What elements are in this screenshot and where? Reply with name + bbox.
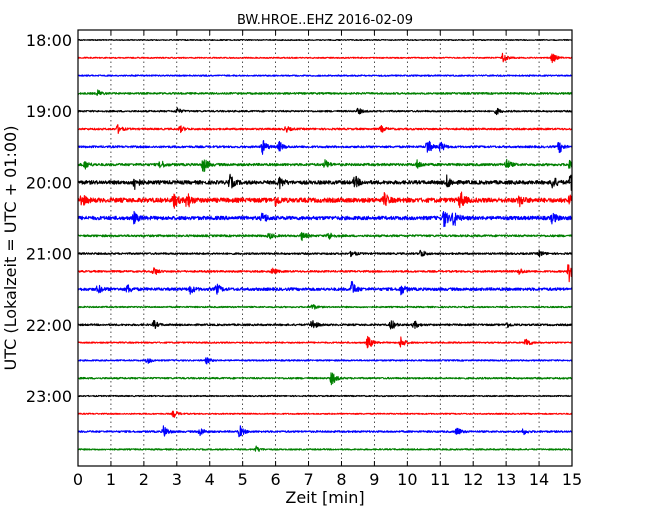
trace-2245 bbox=[77, 372, 573, 386]
trace-2045 bbox=[77, 231, 573, 242]
x-tick-label: 14 bbox=[529, 470, 549, 489]
y-tick-label: 23:00 bbox=[26, 387, 72, 406]
y-tick-label: 18:00 bbox=[26, 31, 72, 50]
x-tick-label: 5 bbox=[238, 470, 248, 489]
plot-frame bbox=[77, 29, 573, 467]
x-tick-label: 10 bbox=[397, 470, 417, 489]
trace-2000 bbox=[77, 173, 573, 191]
trace-1930 bbox=[77, 140, 573, 155]
x-tick-label: 0 bbox=[73, 470, 83, 489]
trace-2200 bbox=[77, 320, 573, 330]
trace-1815 bbox=[77, 52, 573, 64]
trace-2145 bbox=[77, 304, 573, 310]
y-axis-label: UTC (Lokalzeit = UTC + 01:00) bbox=[1, 126, 20, 371]
trace-2330 bbox=[77, 425, 573, 438]
y-tick-label: 19:00 bbox=[26, 102, 72, 121]
y-tick-label: 21:00 bbox=[26, 245, 72, 264]
seismogram-traces bbox=[77, 38, 573, 452]
trace-2130 bbox=[77, 280, 573, 296]
trace-1830 bbox=[77, 74, 573, 77]
y-tick-label: 20:00 bbox=[26, 173, 72, 192]
x-tick-label: 12 bbox=[463, 470, 483, 489]
x-tick-label: 8 bbox=[336, 470, 346, 489]
x-tick-label: 11 bbox=[430, 470, 450, 489]
x-tick-label: 7 bbox=[303, 470, 313, 489]
trace-2230 bbox=[77, 357, 573, 365]
trace-2030 bbox=[77, 210, 573, 228]
trace-1845 bbox=[77, 89, 573, 96]
x-tick-label: 3 bbox=[172, 470, 182, 489]
axis-ticks: 0 1 2 3 4 5 6 7 8 9 10 11 12 13 14 1518:0019:0020:0021:… bbox=[26, 30, 582, 489]
trace-2215 bbox=[77, 335, 573, 349]
trace-1915 bbox=[77, 124, 573, 134]
trace-1900 bbox=[77, 107, 573, 116]
x-axis-label: Zeit [min] bbox=[285, 488, 364, 507]
trace-2315 bbox=[77, 410, 573, 418]
x-tick-label: 2 bbox=[139, 470, 149, 489]
x-tick-label: 9 bbox=[369, 470, 379, 489]
minute-gridlines bbox=[110, 30, 540, 466]
chart-title: BW.HROE..EHZ 2016-02-09 bbox=[237, 13, 413, 28]
x-tick-label: 4 bbox=[205, 470, 215, 489]
trace-1800 bbox=[77, 38, 573, 42]
y-tick-label: 22:00 bbox=[26, 316, 72, 335]
trace-2100 bbox=[77, 249, 573, 258]
trace-2115 bbox=[77, 264, 573, 283]
trace-2345 bbox=[77, 445, 573, 452]
trace-1945 bbox=[77, 158, 573, 173]
trace-2300 bbox=[77, 394, 573, 398]
x-tick-label: 6 bbox=[271, 470, 281, 489]
trace-2015 bbox=[77, 191, 573, 209]
x-tick-label: 13 bbox=[496, 470, 516, 489]
x-tick-label: 1 bbox=[106, 470, 116, 489]
x-tick-label: 15 bbox=[562, 470, 582, 489]
